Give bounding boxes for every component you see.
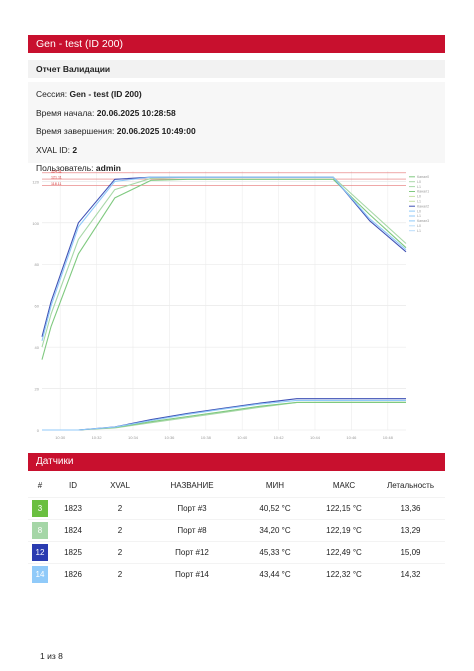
sensor-name: Порт #14	[146, 563, 238, 585]
sensor-min: 34,20 °C	[238, 519, 312, 542]
y-tick-label: 100	[32, 221, 39, 226]
sensor-id: 1826	[52, 563, 94, 585]
sensor-name: Порт #8	[146, 519, 238, 542]
sensor-max: 122,19 °C	[312, 519, 376, 542]
limit-label: 124.11	[51, 169, 62, 173]
series-line	[42, 399, 406, 431]
limit-label: 118.11	[51, 182, 61, 186]
y-tick-label: 120	[32, 179, 39, 184]
session-info-panel: Сессия: Gen - test (ID 200) Время начала…	[28, 82, 445, 173]
col-name: НАЗВАНИЕ	[170, 481, 214, 490]
x-tick-label: 10:42	[274, 435, 285, 440]
sensor-xval: 2	[94, 519, 146, 542]
y-tick-label: 0	[37, 428, 40, 433]
sensors-section-header: Датчики	[28, 453, 445, 471]
sensor-color-badge: 8	[32, 522, 48, 539]
limit-label: 121.11	[51, 176, 62, 180]
report-title-bar: Gen - test (ID 200)	[28, 35, 445, 53]
sensor-lethality: 14,32	[376, 563, 445, 585]
legend-label: L1	[417, 200, 421, 204]
x-tick-label: 10:30	[55, 435, 66, 440]
user-label: Пользователь:	[36, 163, 94, 174]
sensor-min: 43,44 °C	[238, 563, 312, 585]
sensor-lethality: 13,36	[376, 497, 445, 520]
sensors-title: Датчики	[36, 456, 74, 467]
table-row: 12 1825 2 Порт #12 45,33 °C 122,49 °C 15…	[28, 541, 445, 564]
user-value: admin	[95, 163, 121, 174]
col-lethality: Летальность	[387, 481, 434, 490]
session-row: Сессия: Gen - test (ID 200)	[36, 85, 445, 104]
legend-label: L1	[417, 229, 421, 233]
sensor-xval: 2	[94, 563, 146, 585]
sensor-lethality: 15,09	[376, 541, 445, 564]
sensor-color-badge: 12	[32, 544, 48, 561]
legend-label: L1	[417, 214, 421, 218]
x-tick-label: 10:44	[310, 435, 321, 440]
legend-label: Канал3	[417, 219, 429, 223]
legend-label: Канал0	[417, 175, 429, 179]
x-tick-label: 10:34	[128, 435, 139, 440]
y-tick-label: 60	[35, 304, 40, 309]
sensor-min: 40,52 °C	[238, 497, 312, 520]
legend-label: L0	[417, 224, 421, 228]
col-min: МИН	[265, 481, 285, 490]
col-max: МАКС	[332, 481, 356, 490]
sensor-max: 122,49 °C	[312, 541, 376, 564]
series-line	[41, 176, 407, 342]
x-tick-label: 10:38	[201, 435, 212, 440]
session-label: Сессия:	[36, 89, 68, 99]
sensor-max: 122,15 °C	[312, 497, 376, 520]
legend-label: Канал1	[417, 190, 429, 194]
report-subtitle: Отчет Валидации	[36, 64, 111, 74]
sensor-color-badge: 3	[32, 500, 48, 517]
x-tick-label: 10:46	[346, 435, 357, 440]
y-tick-label: 40	[35, 345, 40, 350]
col-xval: XVAL	[110, 481, 130, 490]
sensor-id: 1823	[52, 497, 94, 520]
sensor-max: 122,32 °C	[312, 563, 376, 585]
start-time-row: Время начала: 20.06.2025 10:28:58	[36, 104, 445, 123]
sensor-color-badge: 14	[32, 566, 48, 583]
col-id: ID	[69, 481, 77, 490]
report-subtitle-bar: Отчет Валидации	[28, 60, 445, 78]
table-row: 3 1823 2 Порт #3 40,52 °C 122,15 °C 13,3…	[28, 497, 445, 520]
user-row: Пользователь: admin	[36, 159, 445, 178]
x-tick-label: 10:32	[92, 435, 103, 440]
sensors-header-row: # ID XVAL НАЗВАНИЕ МИН МАКС Летальность	[28, 474, 445, 498]
sensor-name: Порт #12	[146, 541, 238, 564]
legend-label: L0	[417, 180, 421, 184]
legend-label: L0	[417, 195, 421, 199]
sensor-min: 45,33 °C	[238, 541, 312, 564]
end-time-value: 20.06.2025 10:49:00	[116, 126, 196, 137]
start-time-value: 20.06.2025 10:28:58	[96, 107, 176, 118]
sensor-id: 1824	[52, 519, 94, 542]
x-tick-label: 10:40	[237, 435, 248, 440]
x-tick-label: 10:36	[164, 435, 175, 440]
y-tick-label: 80	[35, 262, 40, 267]
table-row: 8 1824 2 Порт #8 34,20 °C 122,19 °C 13,2…	[28, 519, 445, 542]
sensor-name: Порт #3	[146, 497, 238, 520]
table-row: 14 1826 2 Порт #14 43,44 °C 122,32 °C 14…	[28, 563, 445, 585]
xval-value: 2	[72, 144, 78, 155]
y-tick-label: 20	[35, 387, 40, 392]
page-title: Gen - test (ID 200)	[36, 38, 123, 50]
xval-row: XVAL ID: 2	[36, 141, 445, 160]
temperature-chart: 0 20 40 60 80 100 120 10:30 10:32 10:34 10:36 10:38…	[32, 169, 429, 440]
start-time-label: Время начала:	[36, 107, 95, 118]
end-time-label: Время завершения:	[36, 126, 115, 137]
sensor-lethality: 13,29	[376, 519, 445, 542]
end-time-row: Время завершения: 20.06.2025 10:49:00	[36, 122, 445, 141]
x-tick-label: 10:48	[383, 435, 394, 440]
session-value: Gen - test (ID 200)	[69, 89, 142, 99]
page-number: 1 из 8	[40, 651, 63, 661]
sensor-id: 1825	[52, 541, 94, 564]
sensor-xval: 2	[94, 497, 146, 520]
legend-label: L0	[417, 209, 421, 213]
legend-label: L1	[417, 185, 421, 189]
sensors-table: # ID XVAL НАЗВАНИЕ МИН МАКС Летальность …	[28, 474, 445, 585]
col-num: #	[37, 481, 43, 490]
xval-label: XVAL ID:	[36, 144, 71, 155]
legend-label: Канал2	[417, 204, 429, 208]
sensor-xval: 2	[94, 541, 146, 564]
